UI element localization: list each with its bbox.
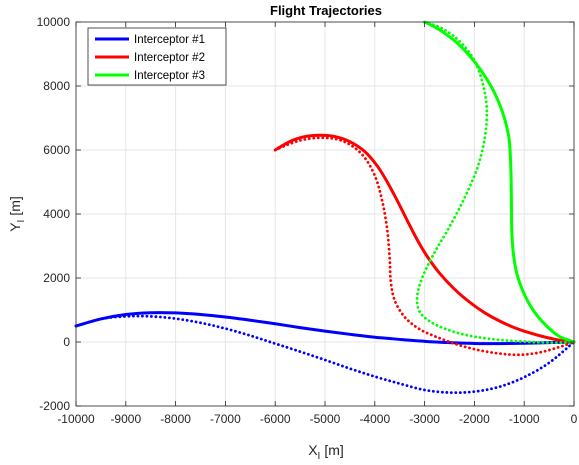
x-tick-label: -10000	[57, 412, 95, 426]
x-tick-label: -2000	[459, 412, 490, 426]
x-tick-label: -7000	[210, 412, 241, 426]
legend-label-1: Interceptor #1	[134, 34, 205, 46]
y-axis-title: YI [m]	[7, 196, 27, 232]
x-tick-label: -4000	[359, 412, 390, 426]
y-tick-label: -2000	[39, 399, 70, 413]
series-line-1	[74, 311, 576, 346]
x-tick-label: -5000	[310, 412, 341, 426]
y-tick-label: 0	[63, 335, 70, 349]
y-axis-main: Y	[7, 222, 23, 232]
series-line-5	[423, 20, 576, 344]
series-line-6	[415, 20, 576, 345]
y-tick-label: 10000	[37, 15, 71, 29]
series-line-2	[74, 314, 576, 395]
x-tick-label: 0	[571, 412, 578, 426]
x-axis-subscript: I	[318, 451, 321, 462]
chart-title: Flight Trajectories	[270, 3, 382, 18]
x-axis-title: XI [m]	[308, 442, 344, 462]
y-tick-label: 4000	[43, 207, 70, 221]
x-tick-label: -1000	[509, 412, 540, 426]
tick-marks	[75, 21, 575, 407]
x-tick-label: -6000	[260, 412, 291, 426]
y-tick-label: 2000	[43, 271, 70, 285]
tick-labels: -10000 -9000 -8000 -7000 -6000 -5000 -4000 -300…	[37, 15, 578, 426]
y-tick-label: 6000	[43, 143, 70, 157]
legend: Interceptor #1 Interceptor #2 Intercepto…	[87, 27, 227, 86]
y-axis-subscript: I	[16, 220, 27, 223]
series-line-3	[273, 133, 576, 344]
x-tick-label: -8000	[160, 412, 191, 426]
legend-label-3: Interceptor #3	[134, 70, 205, 82]
x-tick-label: -9000	[110, 412, 141, 426]
series-layer	[74, 20, 576, 395]
y-axis-unit: [m]	[7, 196, 23, 215]
legend-label-2: Interceptor #2	[134, 52, 205, 64]
x-axis-unit: [m]	[324, 442, 343, 458]
x-tick-label: -3000	[409, 412, 440, 426]
series-line-4	[273, 136, 576, 357]
y-tick-label: 8000	[43, 79, 70, 93]
x-axis-main: X	[308, 442, 318, 458]
